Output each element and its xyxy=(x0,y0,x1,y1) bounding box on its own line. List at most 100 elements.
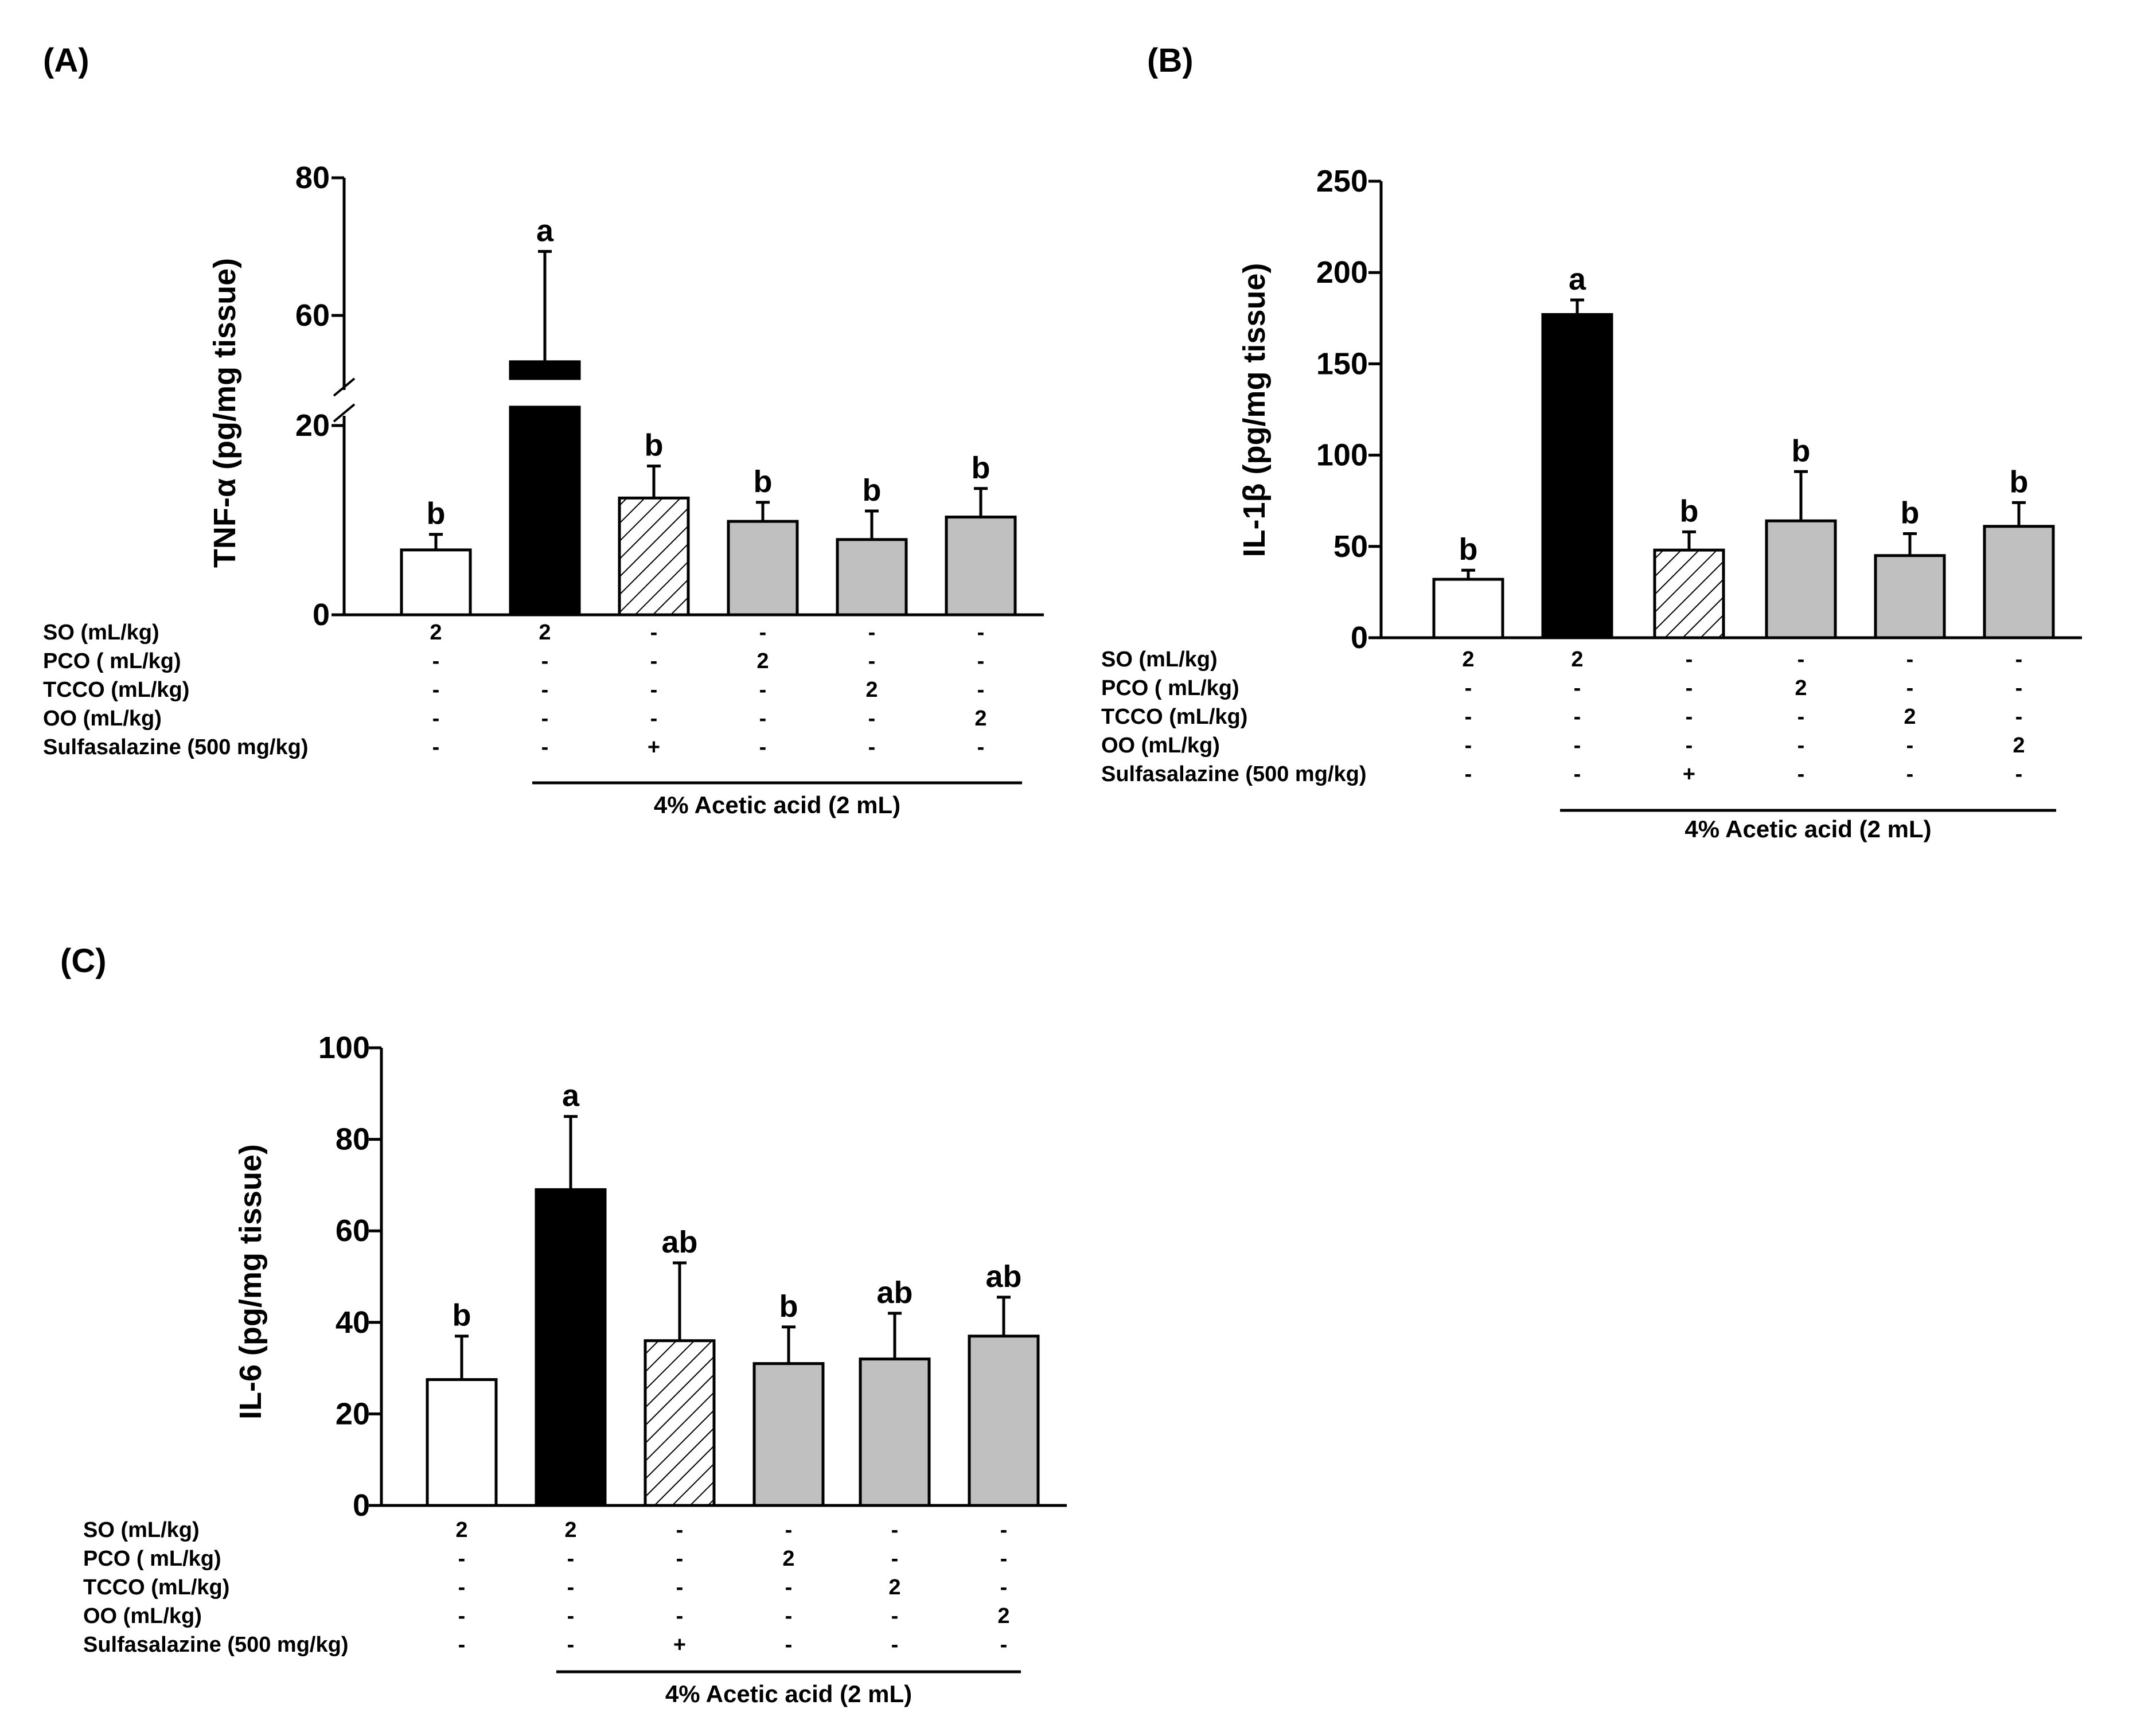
panel-label: (B) xyxy=(1147,42,1194,79)
treatment-cell: - xyxy=(1797,762,1805,786)
treatment-cell: + xyxy=(673,1633,686,1657)
treatment-row-label: TCCO (mL/kg) xyxy=(83,1575,229,1600)
treatment-cell: - xyxy=(1465,676,1472,700)
significance-label: ab xyxy=(661,1225,697,1259)
acetic-acid-label: 4% Acetic acid (2 mL) xyxy=(1684,816,1931,842)
treatment-cell: - xyxy=(432,678,440,702)
treatment-cell: - xyxy=(1906,676,1914,700)
panel-label: (A) xyxy=(43,42,89,79)
treatment-row-label: OO (mL/kg) xyxy=(43,707,162,731)
significance-label: b xyxy=(754,465,773,499)
treatment-cell: - xyxy=(1906,647,1914,672)
treatment-cell: - xyxy=(1574,762,1581,786)
treatment-row-label: Sulfasalazine (500 mg/kg) xyxy=(1101,762,1367,786)
significance-label: ab xyxy=(985,1259,1021,1294)
treatment-cell: 2 xyxy=(782,1547,794,1571)
treatment-cell: - xyxy=(868,649,876,673)
significance-label: b xyxy=(2010,465,2029,499)
bar xyxy=(1653,548,1725,639)
treatment-cell: - xyxy=(2015,647,2023,672)
significance-label: b xyxy=(779,1289,798,1324)
bar xyxy=(859,1357,931,1507)
treatment-cell: - xyxy=(1574,705,1581,729)
panel-label: (C) xyxy=(60,942,107,980)
significance-label: a xyxy=(562,1079,580,1113)
treatment-row-label: SO (mL/kg) xyxy=(1101,647,1218,672)
acetic-acid-label: 4% Acetic acid (2 mL) xyxy=(654,791,900,818)
treatment-cell: - xyxy=(1000,1518,1008,1542)
treatment-cell: - xyxy=(1797,734,1805,758)
treatment-row-label: Sulfasalazine (500 mg/kg) xyxy=(83,1633,349,1657)
y-tick-label: 60 xyxy=(295,298,330,333)
treatment-cell: - xyxy=(541,707,549,731)
treatment-cell: - xyxy=(567,1575,575,1600)
treatment-cell: 2 xyxy=(539,621,551,645)
treatment-cell: - xyxy=(2015,705,2023,729)
treatment-cell: - xyxy=(891,1518,899,1542)
treatment-row-label: PCO ( mL/kg) xyxy=(1101,676,1239,700)
treatment-cell: - xyxy=(785,1633,793,1657)
bar xyxy=(1874,554,1946,639)
treatment-cell: - xyxy=(458,1633,466,1657)
treatment-cell: - xyxy=(541,649,549,673)
treatment-cell: - xyxy=(432,707,440,731)
bar xyxy=(752,1362,825,1507)
treatment-row-label: PCO ( mL/kg) xyxy=(43,649,181,673)
treatment-cell: - xyxy=(868,735,876,759)
significance-label: b xyxy=(453,1298,471,1333)
bar xyxy=(535,1188,607,1507)
treatment-cell: - xyxy=(1000,1633,1008,1657)
treatment-cell: - xyxy=(977,621,985,645)
y-axis-label: IL-6 (pg/mg tissue) xyxy=(233,1144,268,1419)
y-tick-label: 150 xyxy=(1316,346,1368,381)
treatment-cell: - xyxy=(1906,734,1914,758)
panel-a: (A) TNF-α (pg/mg tissue) 0 20 60 80 b a b b b b SO (… xyxy=(43,42,1044,818)
significance-label: b xyxy=(1459,532,1478,567)
y-tick-label: 200 xyxy=(1316,255,1368,290)
treatment-cell: - xyxy=(759,678,767,702)
treatment-cell: - xyxy=(1686,734,1693,758)
significance-label: b xyxy=(972,451,991,485)
significance-label: b xyxy=(863,473,882,508)
treatment-cell: 2 xyxy=(564,1518,576,1542)
treatment-cell: - xyxy=(676,1547,684,1571)
treatment-cell: - xyxy=(1574,676,1581,700)
treatment-cell: - xyxy=(650,678,658,702)
bar xyxy=(1983,525,2055,639)
treatment-cell: - xyxy=(1906,762,1914,786)
treatment-cell: - xyxy=(1574,734,1581,758)
treatment-cell: - xyxy=(1797,647,1805,672)
treatment-cell: - xyxy=(1465,734,1472,758)
significance-label: b xyxy=(1901,496,1920,530)
y-axis-label: TNF-α (pg/mg tissue) xyxy=(208,258,242,568)
treatment-cell: - xyxy=(977,678,985,702)
bar xyxy=(968,1335,1040,1507)
treatment-row-label: PCO ( mL/kg) xyxy=(83,1547,221,1571)
y-tick-label: 40 xyxy=(336,1305,370,1340)
treatment-row-label: TCCO (mL/kg) xyxy=(1101,705,1247,729)
treatment-row-label: Sulfasalazine (500 mg/kg) xyxy=(43,735,309,759)
treatment-cell: - xyxy=(432,649,440,673)
treatment-cell: - xyxy=(458,1547,466,1571)
significance-label: b xyxy=(1792,434,1811,468)
treatment-cell: 2 xyxy=(865,678,878,702)
significance-label: a xyxy=(1569,262,1586,297)
treatment-cell: - xyxy=(676,1575,684,1600)
treatment-cell: - xyxy=(759,621,767,645)
y-tick-label: 20 xyxy=(336,1396,370,1431)
treatment-row-label: TCCO (mL/kg) xyxy=(43,678,189,702)
treatment-cell: 2 xyxy=(1904,705,1916,729)
treatment-cell: - xyxy=(891,1604,899,1628)
y-tick-label: 80 xyxy=(336,1122,370,1157)
significance-label: b xyxy=(427,497,446,531)
treatment-cell: - xyxy=(1686,676,1693,700)
significance-label: b xyxy=(645,428,664,463)
bar-upper xyxy=(509,360,581,380)
treatment-cell: 2 xyxy=(2013,734,2025,758)
treatment-cell: - xyxy=(759,707,767,731)
treatment-cell: - xyxy=(785,1604,793,1628)
y-tick-label: 250 xyxy=(1316,164,1368,198)
treatment-cell: + xyxy=(1683,762,1695,786)
y-tick-label: 50 xyxy=(1333,529,1368,564)
